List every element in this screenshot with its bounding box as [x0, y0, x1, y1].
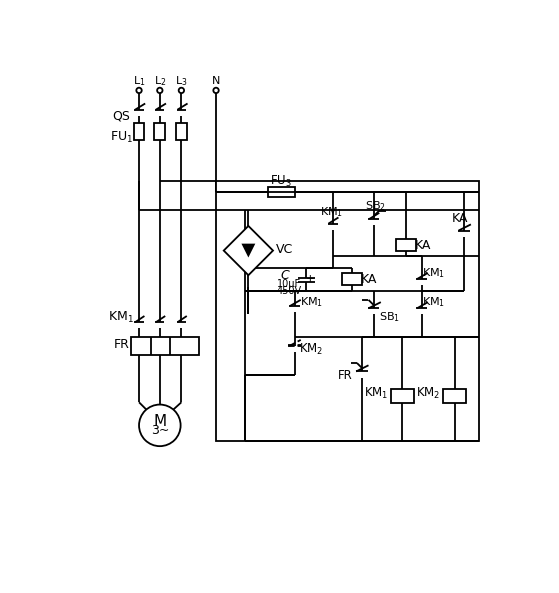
Text: L$_3$: L$_3$ [175, 74, 188, 88]
Text: KM$_2$: KM$_2$ [299, 342, 324, 358]
Bar [216, 181, 480, 441]
Text: 10μF: 10μF [277, 279, 301, 289]
Text: KM$_2$: KM$_2$ [416, 385, 441, 400]
Circle shape [136, 88, 142, 93]
Bar [391, 389, 414, 403]
Circle shape [157, 88, 163, 93]
Text: FU$_1$: FU$_1$ [110, 130, 133, 145]
Text: KM$_1$: KM$_1$ [320, 205, 343, 219]
Text: +: + [306, 274, 314, 284]
Text: FU$_3$: FU$_3$ [269, 174, 292, 189]
Text: M: M [153, 414, 167, 429]
Bar [176, 123, 187, 140]
Text: FR: FR [113, 338, 129, 351]
Text: C: C [280, 269, 289, 282]
Text: KM$_1$: KM$_1$ [364, 385, 389, 400]
Text: KM$_1$: KM$_1$ [300, 295, 323, 309]
Text: KM$_1$: KM$_1$ [108, 310, 134, 325]
Bar [396, 239, 416, 251]
Text: N: N [212, 76, 220, 86]
Circle shape [214, 88, 219, 93]
Circle shape [139, 404, 181, 446]
Text: SB$_2$: SB$_2$ [365, 199, 386, 213]
Bar [134, 123, 144, 140]
Bar [443, 389, 466, 403]
Text: VC: VC [276, 243, 293, 256]
Polygon shape [241, 244, 255, 257]
Text: QS: QS [112, 109, 130, 122]
Bar [131, 337, 199, 355]
Text: KA: KA [361, 273, 377, 286]
Text: KA: KA [415, 238, 432, 251]
Bar [342, 273, 362, 285]
Text: KA: KA [452, 212, 468, 225]
Text: KM$_1$: KM$_1$ [421, 295, 445, 309]
Text: 3~: 3~ [150, 424, 169, 437]
Polygon shape [224, 226, 273, 275]
Text: FR: FR [338, 369, 353, 382]
Text: KM$_1$: KM$_1$ [421, 266, 445, 280]
Text: L$_1$: L$_1$ [133, 74, 145, 88]
Bar [268, 187, 295, 197]
Bar [154, 123, 165, 140]
Text: SB$_1$: SB$_1$ [379, 311, 400, 324]
Text: L$_2$: L$_2$ [154, 74, 166, 88]
Circle shape [179, 88, 184, 93]
Text: 450V: 450V [277, 286, 302, 295]
